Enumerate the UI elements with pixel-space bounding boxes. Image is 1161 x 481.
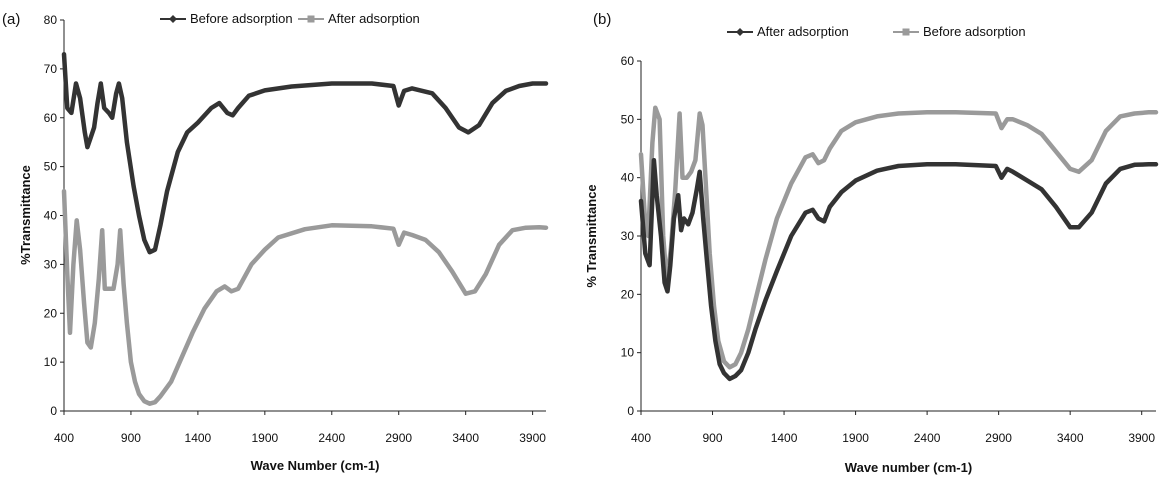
x-tick-label: 3400 [1057,431,1084,445]
y-tick-label: 30 [44,257,58,271]
y-tick-label: 70 [44,62,58,76]
series-line-after-adsorption [638,157,1159,382]
y-tick-label: 80 [44,13,58,27]
x-tick-label: 3900 [519,431,546,445]
x-tick-label: 2400 [318,431,345,445]
legend-label-after-adsorption: After adsorption [757,24,849,39]
x-tick-label: 3900 [1128,431,1155,445]
y-axis-label: %Transmittance [18,165,33,265]
x-tick-label: 2900 [985,431,1012,445]
y-tick-label: 0 [627,404,634,418]
y-tick-label: 60 [44,111,58,125]
y-tick-label: 40 [44,209,58,223]
y-tick-label: 30 [621,229,635,243]
y-axis-label: % Transmittance [584,184,599,287]
x-axis-label: Wave number (cm-1) [845,460,972,475]
series-line-before-adsorption [61,51,549,255]
legend-label-before-adsorption: Before adsorption [923,24,1026,39]
x-tick-label: 400 [54,431,74,445]
y-tick-label: 10 [44,355,58,369]
legend-diamond-marker-after-adsorption [736,28,744,36]
x-tick-label: 400 [631,431,651,445]
chart-panel-b: (b) 0 10 20 30 40 50 60 400 900 1400 1900 2400 2900 34… [584,11,1159,475]
x-tick-label: 900 [703,431,723,445]
legend-label-after-adsorption: After adsorption [328,11,420,26]
y-tick-label: 50 [44,160,58,174]
y-tick-label: 50 [621,112,635,126]
y-tick-label: 10 [621,346,635,360]
legend-square-marker-before-adsorption [902,28,910,36]
y-tick-label: 20 [621,287,635,301]
panel-label-a: (a) [2,11,20,28]
x-tick-label: 1900 [842,431,869,445]
legend-square-marker-after-adsorption [307,15,315,23]
x-tick-label: 2400 [914,431,941,445]
x-tick-label: 1900 [251,431,278,445]
series-line-before-adsorption [638,105,1159,370]
y-tick-label: 20 [44,306,58,320]
x-tick-label: 2900 [385,431,412,445]
y-tick-label: 40 [621,171,635,185]
x-tick-label: 1400 [771,431,798,445]
x-tick-label: 3400 [452,431,479,445]
legend-diamond-marker-before-adsorption [169,15,177,23]
chart-panel-a: (a) 0 10 20 30 40 50 60 70 80 400 900 1400 1900 2400 29… [2,11,549,473]
x-axis-label: Wave Number (cm-1) [251,458,380,473]
y-tick-label: 0 [50,404,57,418]
y-tick-label: 60 [621,54,635,68]
x-tick-label: 1400 [185,431,212,445]
panel-label-b: (b) [593,11,611,28]
x-tick-label: 900 [121,431,141,445]
legend-label-before-adsorption: Before adsorption [190,11,293,26]
series-line-after-adsorption [61,188,549,406]
